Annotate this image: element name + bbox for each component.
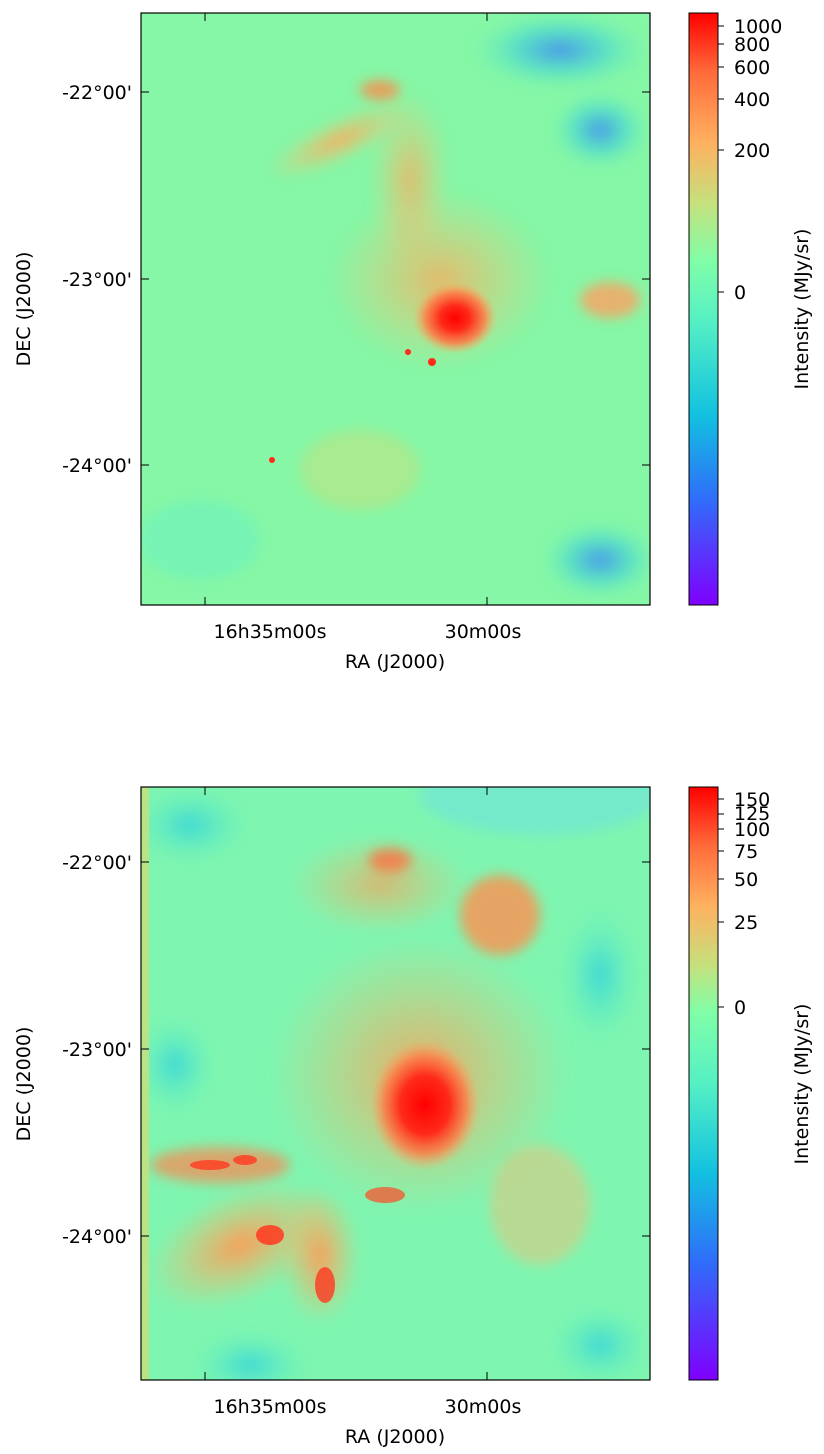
colorbar-tick-label: 600 [734, 57, 770, 79]
colorbar [688, 12, 719, 606]
colorbar-tick-label: 150 [734, 789, 770, 811]
y-axis-label: DEC (J2000) [13, 252, 35, 367]
y-axis-label: DEC (J2000) [13, 1027, 35, 1142]
panel-top: 16h35m00s 30m00s -22°00' -23°00' -24°00'… [0, 0, 824, 700]
y-tick-label: -23°00' [62, 269, 132, 291]
y-tick-label: -22°00' [62, 82, 132, 104]
x-tick-label: 16h35m00s [214, 621, 327, 643]
y-tick-label: -24°00' [62, 1226, 132, 1248]
colorbar-tick-label: 800 [734, 34, 770, 56]
colorbar-tick-label: 100 [734, 819, 770, 841]
x-tick-label: 30m00s [445, 621, 522, 643]
colorbar-tick-label: 200 [734, 140, 770, 162]
x-axis-label: RA (J2000) [345, 651, 445, 673]
colorbar [688, 786, 719, 1381]
colorbar-tick-label: 400 [734, 89, 770, 111]
blue-region-se [540, 520, 650, 600]
colorbar-tick-label: 125 [734, 803, 770, 825]
intensity-map-bottom [141, 787, 650, 1380]
x-tick-label: 16h35m00s [214, 1396, 327, 1418]
peak-core [370, 1040, 480, 1170]
x-axis-label: RA (J2000) [345, 1426, 445, 1448]
colorbar-tick-label: 50 [734, 869, 758, 891]
colorbar-tick-label: 0 [734, 282, 746, 304]
colorbar-ticks [718, 25, 724, 293]
colorbar-ticks [718, 798, 724, 1008]
y-tick-label: -24°00' [62, 455, 132, 477]
blue-region-e [550, 90, 650, 170]
frame-ticks [141, 13, 650, 605]
heatmap-figure-bottom: 16h35m00s 30m00s -22°00' -23°00' -24°00'… [13, 786, 813, 1448]
northern-arc [266, 100, 414, 180]
colorbar-label: Intensity (MJy/sr) [791, 229, 813, 390]
colorbar-label: Intensity (MJy/sr) [791, 1004, 813, 1165]
colorbar-tick-label: 0 [734, 997, 746, 1019]
colorbar-tick-label: 75 [734, 841, 758, 863]
plot-frame [140, 786, 651, 1381]
blue-region-ne [470, 13, 650, 90]
heatmap-figure-top: 16h35m00s 30m00s -22°00' -23°00' -24°00'… [13, 12, 813, 673]
y-tick-label: -23°00' [62, 1039, 132, 1061]
colorbar-tick-label: 25 [734, 912, 758, 934]
plot-frame [140, 12, 651, 606]
panel-bottom: 16h35m00s 30m00s -22°00' -23°00' -24°00'… [0, 775, 824, 1450]
x-tick-label: 30m00s [445, 1396, 522, 1418]
frame-ticks [141, 787, 650, 1380]
colorbar-tick-label: 1000 [734, 16, 782, 38]
intensity-map-top [141, 13, 650, 605]
peak-core [413, 282, 497, 354]
point-source [269, 457, 275, 463]
y-tick-label: -22°00' [62, 852, 132, 874]
